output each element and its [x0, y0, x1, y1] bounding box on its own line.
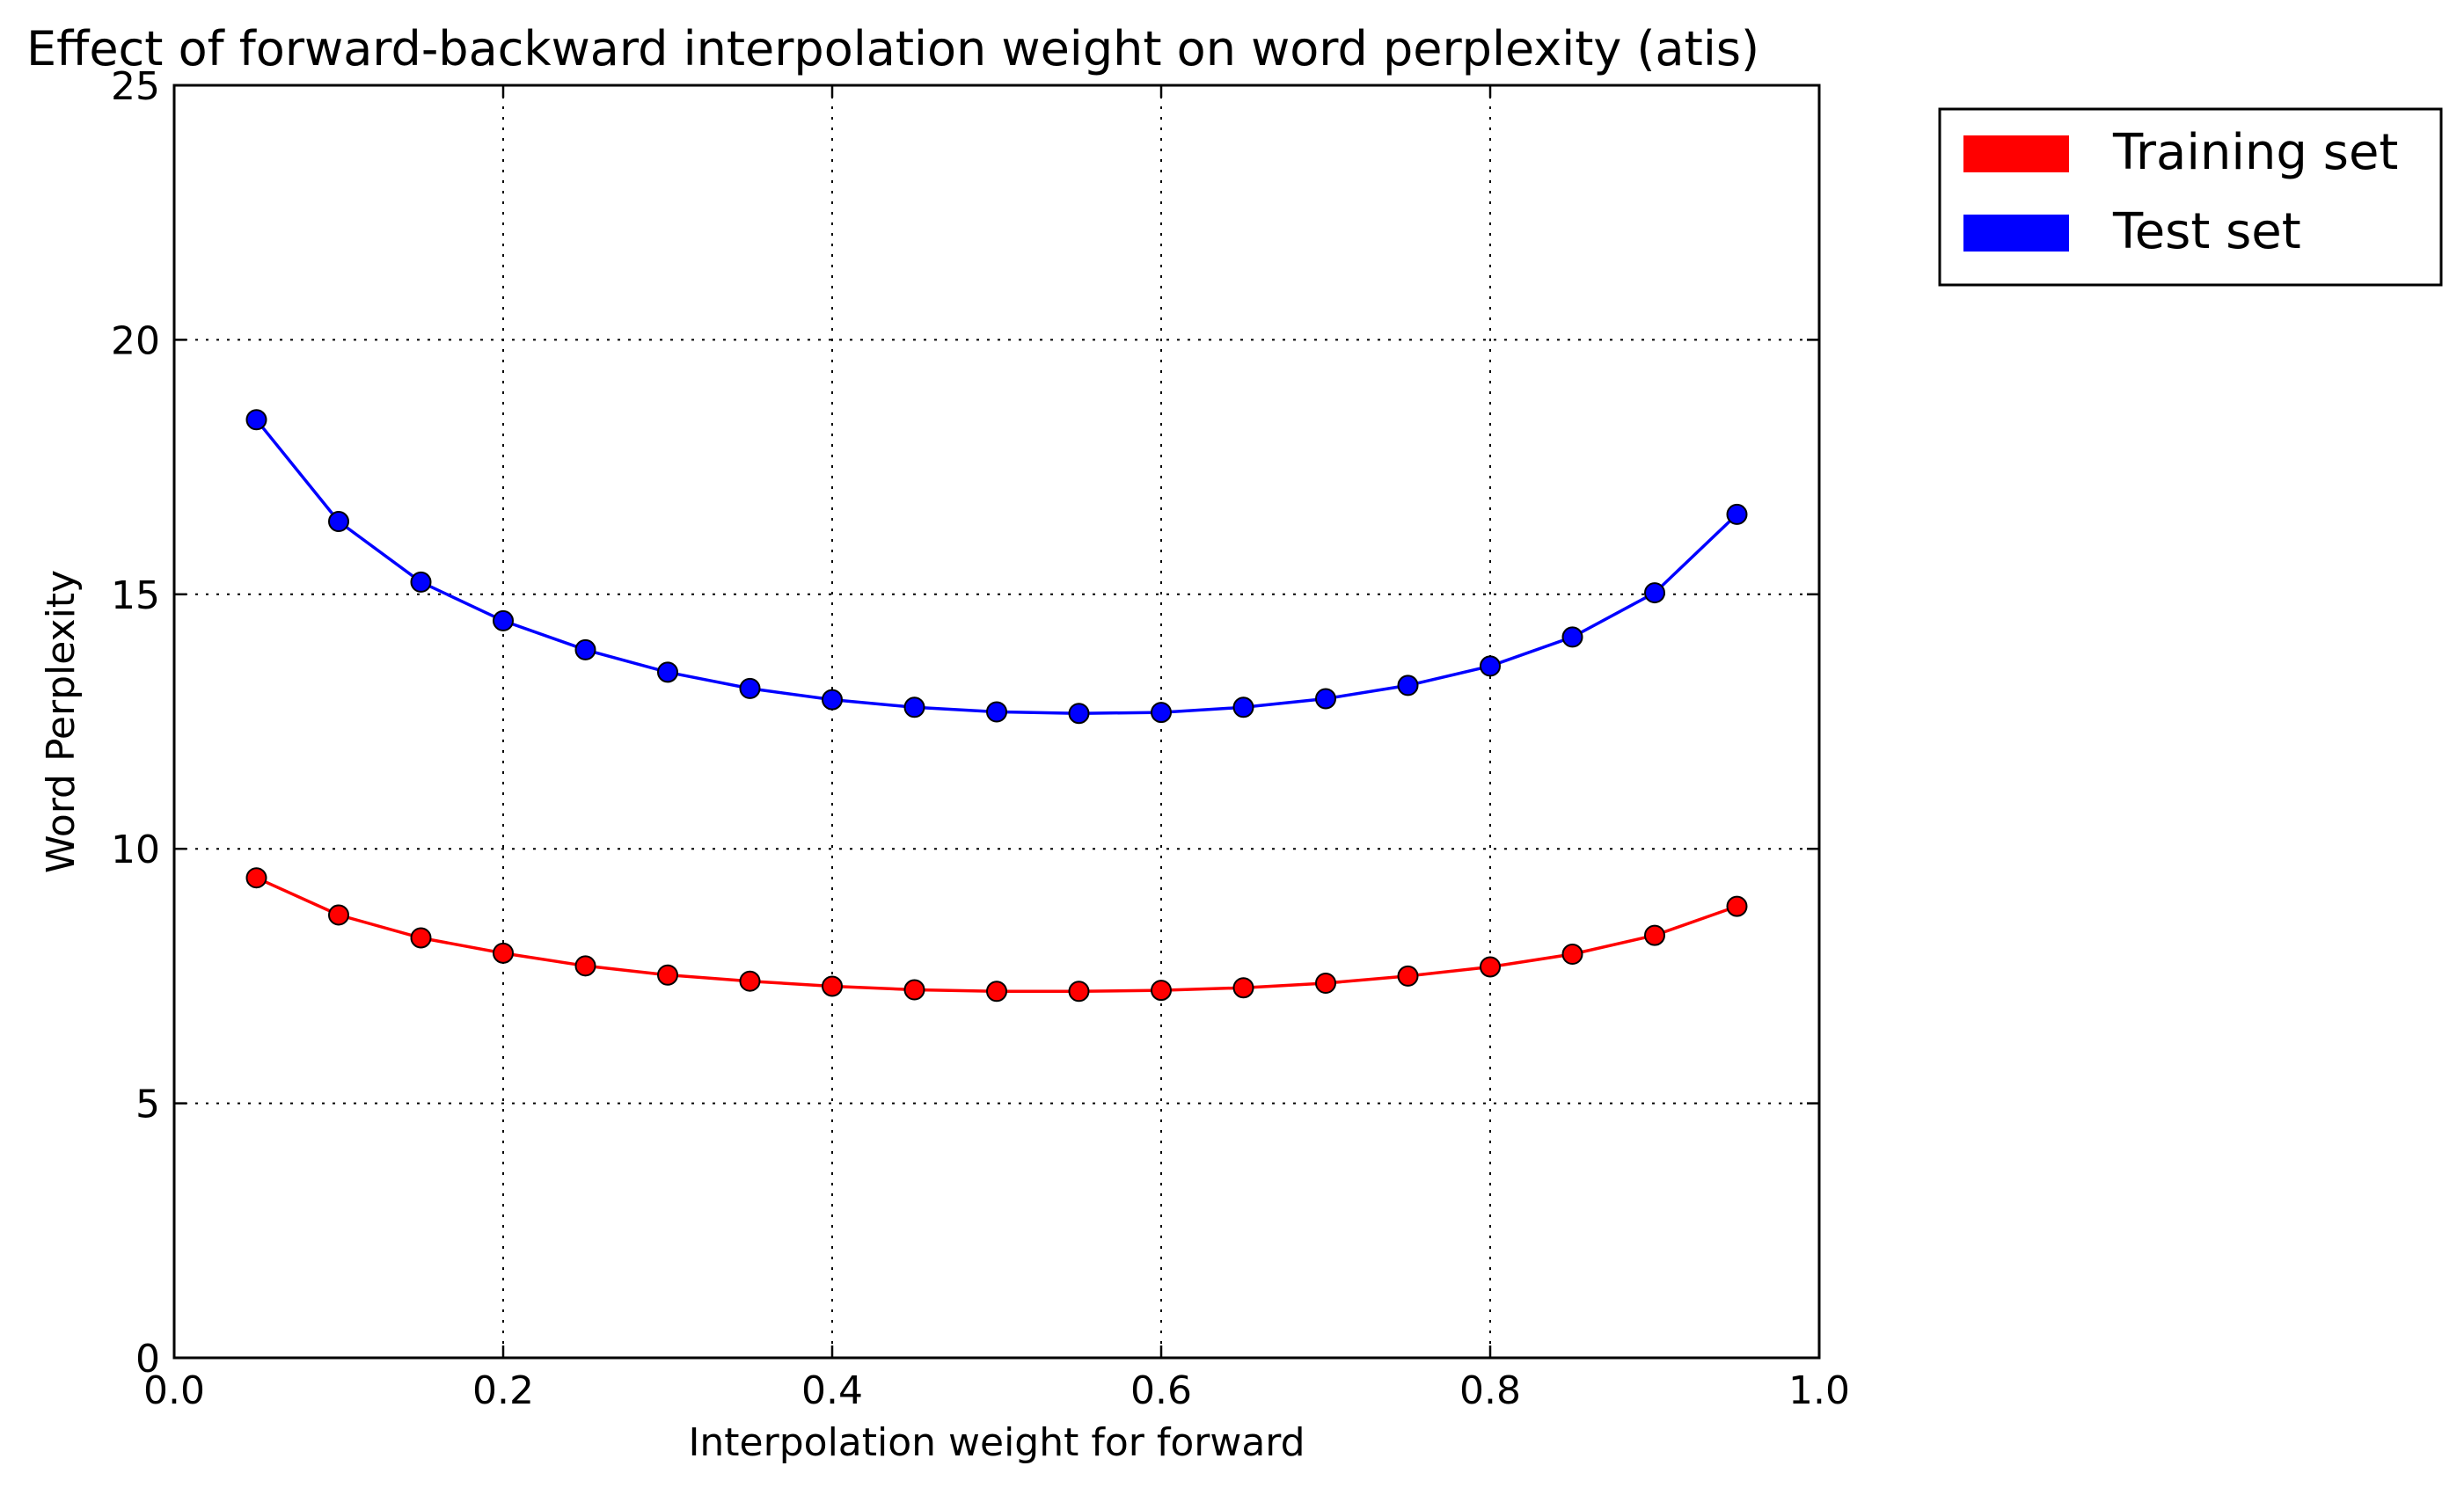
data-point: [245, 867, 267, 889]
series-layer: [245, 409, 1748, 1003]
series-line: [255, 876, 1738, 994]
data-point: [1315, 973, 1336, 995]
y-tick-label: 5: [135, 1083, 160, 1127]
data-point: [328, 904, 349, 926]
x-tick-label: 1.0: [1788, 1368, 1850, 1413]
data-point: [1232, 696, 1254, 718]
data-point: [657, 661, 678, 683]
x-tick-label: 0.0: [143, 1368, 205, 1413]
data-point: [574, 638, 596, 660]
series-0: [245, 867, 1748, 1003]
data-point: [493, 942, 514, 964]
data-point: [822, 975, 843, 997]
axis-ticks: 0.0 0.2 0.4 0.6 0.8 1.0 0 5 10 15 20 25: [111, 64, 1850, 1413]
data-point: [1726, 503, 1748, 525]
data-point: [1726, 895, 1748, 917]
data-point: [1151, 702, 1172, 724]
data-point: [1561, 626, 1583, 648]
data-point: [1644, 924, 1665, 946]
data-point: [1644, 582, 1665, 604]
data-point: [574, 955, 596, 977]
y-tick-label: 0: [135, 1337, 160, 1382]
data-point: [1232, 977, 1254, 999]
data-point: [1151, 980, 1172, 1002]
series-1: [245, 409, 1748, 725]
legend-swatch: [1963, 135, 2069, 172]
x-tick-label: 0.8: [1459, 1368, 1521, 1413]
data-point: [1397, 675, 1419, 696]
x-axis-label: Interpolation weight for forward: [688, 1420, 1305, 1465]
grid: [174, 85, 1819, 1358]
data-point: [328, 511, 349, 533]
data-point: [1561, 944, 1583, 966]
data-point: [1397, 965, 1419, 987]
data-point: [903, 979, 925, 1001]
data-point: [1315, 688, 1336, 710]
data-point: [903, 696, 925, 718]
x-tick-label: 0.4: [801, 1368, 863, 1413]
data-point: [1068, 703, 1090, 725]
legend: Training set Test set: [1938, 107, 2443, 287]
data-point: [739, 970, 761, 992]
data-point: [657, 964, 678, 986]
data-point: [822, 689, 843, 711]
y-tick-label: 10: [111, 828, 160, 872]
y-axis-label: Word Perplexity: [39, 570, 84, 873]
legend-swatch: [1963, 215, 2069, 252]
legend-label: Test set: [2112, 203, 2301, 260]
y-tick-label: 15: [111, 573, 160, 618]
data-point: [986, 981, 1007, 1003]
data-point: [739, 677, 761, 699]
y-tick-label: 20: [111, 318, 160, 363]
plot-area: [172, 84, 1821, 1360]
data-point: [1068, 981, 1090, 1003]
data-point: [245, 409, 267, 431]
data-point: [410, 927, 432, 949]
x-tick-label: 0.6: [1130, 1368, 1192, 1413]
series-line: [255, 419, 1738, 715]
data-point: [410, 571, 432, 593]
x-tick-label: 0.2: [472, 1368, 534, 1413]
y-tick-label: 25: [111, 64, 160, 109]
data-point: [1480, 956, 1501, 978]
data-point: [986, 701, 1007, 723]
data-point: [1480, 655, 1501, 677]
chart-title: Effect of forward-backward interpolation…: [26, 21, 1759, 77]
legend-label: Training set: [2112, 124, 2398, 181]
data-point: [493, 609, 514, 631]
